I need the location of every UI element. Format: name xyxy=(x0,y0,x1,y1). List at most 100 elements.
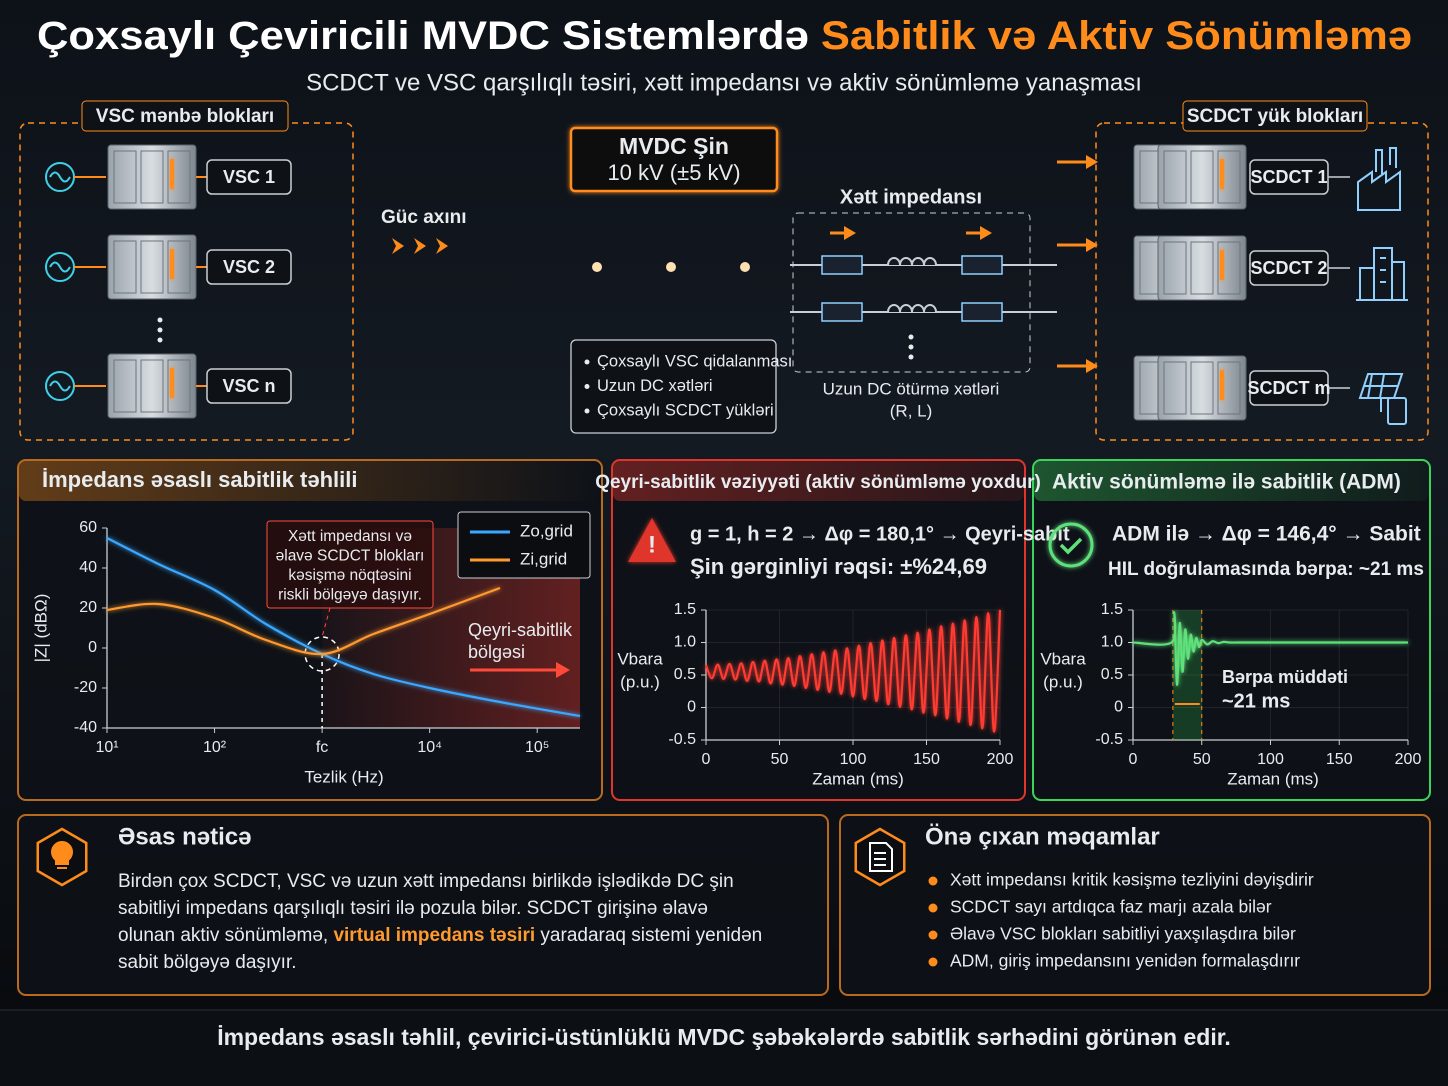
check-icon xyxy=(1048,522,1094,568)
x-tick-label: 150 xyxy=(1326,751,1353,768)
y-axis-label: |Z| (dBΩ) xyxy=(31,594,50,663)
cabinet xyxy=(107,234,197,300)
x-tick-label: 10¹ xyxy=(95,739,118,756)
y-axis-unit: (p.u.) xyxy=(620,672,660,691)
y-axis-label: Vbara xyxy=(1040,649,1086,668)
impedance-box xyxy=(792,212,1031,373)
panel xyxy=(839,814,1431,996)
cabinet-light xyxy=(1220,159,1224,189)
cabinet-door xyxy=(1163,241,1187,295)
highlight: virtual impedans təsiri xyxy=(333,925,536,946)
bulb-icon xyxy=(51,840,73,869)
cabinet-door xyxy=(113,240,137,294)
legend-label: Zi,grid xyxy=(520,549,567,568)
group-label-box xyxy=(1182,100,1368,132)
note: Çoxsaylı VSC qidalanması xyxy=(597,352,792,370)
flow-chevron xyxy=(392,238,404,254)
arrow-head xyxy=(1086,155,1098,169)
check-mark xyxy=(1059,537,1083,555)
y-tick-label: 1.5 xyxy=(674,601,696,618)
factory-icon xyxy=(1357,147,1401,211)
doc-icon xyxy=(869,842,893,872)
x-tick-label: 200 xyxy=(987,751,1014,768)
panel-title: İmpedans əsaslı sabitlik təhlili xyxy=(42,467,357,492)
region-arrow-head xyxy=(556,662,570,678)
x-tick-label: 50 xyxy=(1193,751,1211,768)
title-space xyxy=(809,14,821,58)
legend-label: Zo,grid xyxy=(520,521,573,540)
region-label: Qeyri-sabitlik xyxy=(468,620,573,640)
annotation: riskli bölgəyə daşıyır. xyxy=(278,587,422,604)
band-label: Bərpa müddəti xyxy=(1222,667,1348,687)
panel xyxy=(611,459,1026,801)
title-main: Çoxsaylı Çeviricili MVDC Sistemlərdə xyxy=(37,14,809,58)
ac-wave xyxy=(49,261,71,273)
ac-wave xyxy=(49,171,71,183)
y-tick-label: -0.5 xyxy=(668,731,696,748)
cabinet-door xyxy=(167,240,191,294)
unit-label: VSC 1 xyxy=(223,167,275,187)
unit-label: VSC 2 xyxy=(223,257,275,277)
resistor xyxy=(961,302,1003,322)
resistor xyxy=(821,255,863,275)
highlight-item: Əlavə VSC blokları sabitliyi yaxşılaşdır… xyxy=(950,924,1296,944)
cabinet-door xyxy=(1190,150,1214,204)
bullet xyxy=(928,876,938,886)
x-tick-label: 0 xyxy=(702,751,711,768)
resistor xyxy=(821,302,863,322)
highlight-item: Xətt impedansı kritik kəsişmə tezliyini … xyxy=(950,870,1314,890)
annotation: Xətt impedansı və xyxy=(288,528,412,545)
cabinet-door xyxy=(140,240,164,294)
y-tick-label: 1.5 xyxy=(1101,601,1123,618)
x-tick-label: 100 xyxy=(840,751,867,768)
conclusion-text: Birdən çox SCDCT, VSC və uzun xətt imped… xyxy=(118,868,768,976)
unit-label: SCDCT 1 xyxy=(1250,167,1327,187)
ellipsis-dot xyxy=(908,344,914,350)
battery-icon xyxy=(1387,397,1407,425)
solar-icon xyxy=(1358,373,1404,412)
unit-label: VSC n xyxy=(222,376,275,396)
section-title: Əsas nəticə xyxy=(118,823,252,850)
cabinet xyxy=(1157,355,1247,421)
x-tick-label: 100 xyxy=(1257,751,1284,768)
group-label-box xyxy=(81,100,289,132)
x-axis-label: Zaman (ms) xyxy=(1227,769,1319,788)
y-tick-label: -40 xyxy=(74,719,97,736)
bullet xyxy=(928,903,938,913)
panel-header xyxy=(19,461,601,501)
flow-chevron xyxy=(436,238,448,254)
resistor xyxy=(961,255,1003,275)
bullet xyxy=(584,408,590,414)
arrow-head xyxy=(1086,238,1098,252)
annotation: əlavə SCDCT blokları xyxy=(276,548,425,565)
junction xyxy=(592,262,602,272)
group-label: SCDCT yük blokları xyxy=(1187,106,1363,127)
note: Uzun DC xətləri xyxy=(597,377,713,395)
x-axis-label: Tezlik (Hz) xyxy=(304,767,383,786)
callout xyxy=(321,607,331,638)
panel-title: Qeyri-sabitlik vəziyyəti (aktiv sönümləm… xyxy=(595,472,1041,493)
y-tick-label: 0 xyxy=(88,639,97,656)
cabinet-door xyxy=(140,150,164,204)
x-tick-label: 10² xyxy=(203,739,227,756)
y-tick-label: -0.5 xyxy=(1095,731,1123,748)
group-label: VSC mənbə blokları xyxy=(96,106,274,127)
cabinet-door xyxy=(1163,150,1187,204)
cabinet-light xyxy=(1220,370,1224,400)
highlight-item: SCDCT sayı artdıqca faz marjı azala bilə… xyxy=(950,897,1272,917)
cabinet-light xyxy=(1220,250,1224,280)
cabinet xyxy=(1157,144,1247,210)
y-tick-label: 40 xyxy=(79,559,97,576)
bullet xyxy=(584,384,590,389)
junction xyxy=(740,262,750,272)
ellipsis-dot xyxy=(157,327,163,333)
footer: İmpedans əsaslı təhlil, çevirici-üstünlü… xyxy=(217,1024,1231,1050)
inductor xyxy=(887,304,937,313)
building-icon xyxy=(1356,247,1408,301)
title: Çoxsaylı Çeviricili MVDC Sistemlərdə Sab… xyxy=(37,14,1412,58)
series-line xyxy=(704,609,1002,733)
cabinet xyxy=(107,353,197,419)
cabinet-door xyxy=(140,359,164,413)
subtitle: SCDCT ve VSC qarşılıqlı təsiri, xətt imp… xyxy=(306,69,1142,96)
